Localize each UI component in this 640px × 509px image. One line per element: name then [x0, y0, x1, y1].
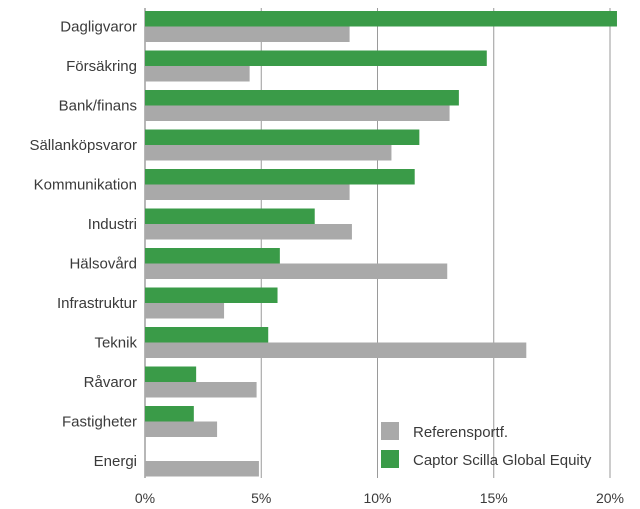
category-label: Sällanköpsvaror: [29, 137, 137, 154]
category-label: Råvaror: [84, 374, 137, 391]
category-label: Infrastruktur: [57, 295, 137, 312]
category-label: Kommunikation: [34, 177, 137, 194]
bar-captor: [145, 11, 617, 27]
bar-captor: [145, 50, 487, 66]
bar-captor: [145, 366, 197, 382]
bar-referensportf: [145, 184, 350, 200]
bar-referensportf: [145, 461, 259, 477]
category-label: Bank/finans: [59, 98, 137, 115]
bar-referensportf: [145, 382, 257, 398]
category-label: Fastigheter: [62, 414, 137, 431]
bar-referensportf: [145, 342, 527, 358]
x-tick-label: 20%: [596, 490, 624, 506]
category-label: Teknik: [94, 335, 137, 352]
legend-swatch-referensportf: [381, 422, 399, 440]
bar-captor: [145, 327, 269, 343]
bar-captor: [145, 169, 415, 185]
bar-captor: [145, 287, 278, 303]
category-label: Hälsovård: [69, 256, 137, 273]
bar-referensportf: [145, 105, 450, 121]
bars: [145, 11, 617, 477]
x-tick-label: 10%: [363, 490, 391, 506]
bar-captor: [145, 406, 194, 422]
bar-referensportf: [145, 26, 350, 42]
x-tick-label: 0%: [135, 490, 155, 506]
bar-referensportf: [145, 263, 448, 279]
legend-label-captor: Captor Scilla Global Equity: [413, 452, 592, 469]
bar-captor: [145, 208, 315, 224]
bar-referensportf: [145, 145, 392, 161]
bar-captor: [145, 90, 459, 106]
legend-swatch-captor: [381, 450, 399, 468]
bar-referensportf: [145, 224, 352, 240]
bar-referensportf: [145, 421, 218, 437]
category-label: Försäkring: [66, 58, 137, 75]
category-labels: Dagligvaror Försäkring Bank/finans Sällankö…: [29, 19, 137, 471]
bar-captor: [145, 129, 420, 145]
category-label: Industri: [88, 216, 137, 233]
x-tick-label: 5%: [251, 490, 271, 506]
grid-lines: [144, 8, 611, 478]
legend: Referensportf. Captor Scilla Global Equi…: [381, 422, 592, 469]
x-tick-labels: 0% 5% 10% 15% 20%: [135, 490, 624, 506]
category-label: Energi: [94, 453, 137, 470]
bar-captor: [145, 248, 280, 264]
legend-label-referensportf: Referensportf.: [413, 424, 508, 441]
x-tick-label: 15%: [480, 490, 508, 506]
category-label: Dagligvaror: [60, 19, 137, 36]
bar-referensportf: [145, 303, 225, 319]
bar-referensportf: [145, 66, 250, 82]
